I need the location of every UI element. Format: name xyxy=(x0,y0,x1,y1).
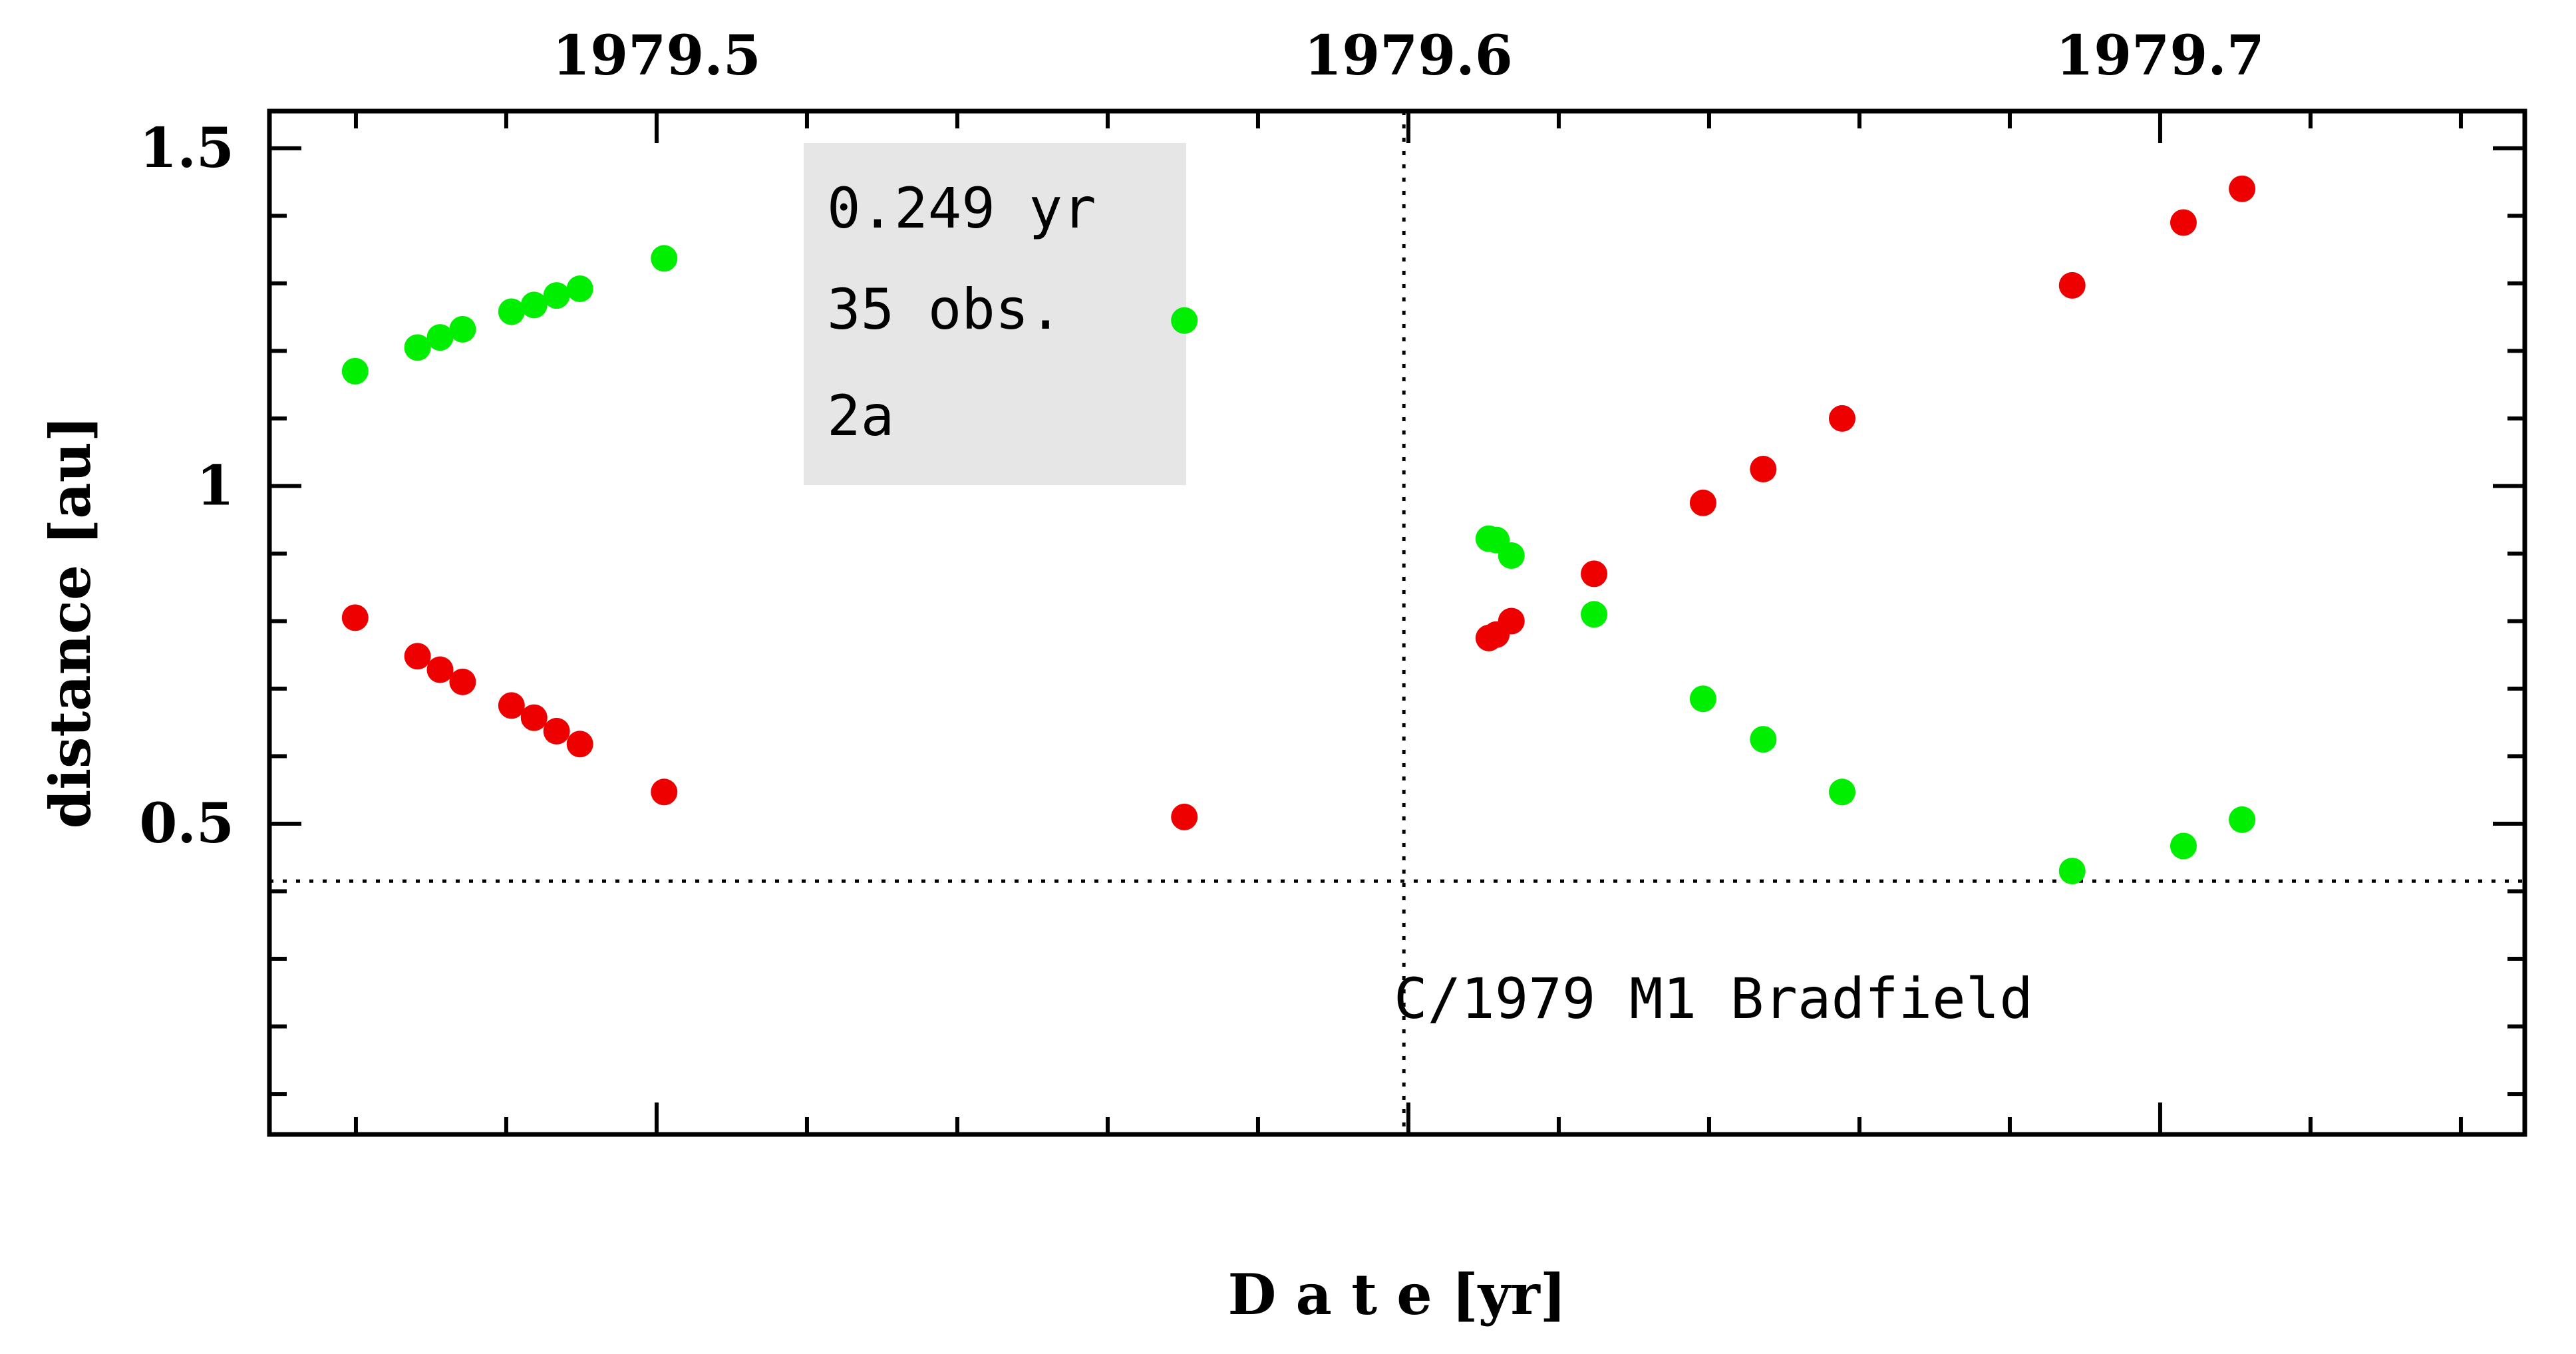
green-data-point xyxy=(2229,806,2256,833)
green-data-point xyxy=(1750,726,1777,753)
green-data-point xyxy=(404,334,431,361)
green-data-point xyxy=(341,357,369,385)
red-data-point xyxy=(2170,209,2197,236)
red-data-point xyxy=(2058,271,2086,299)
green-data-point xyxy=(1498,542,1525,569)
green-data-point xyxy=(1828,778,1855,806)
annotation-line-orbit-type: 2a xyxy=(827,383,894,448)
green-data-point xyxy=(498,298,525,325)
y-tick-label: 1.5 xyxy=(139,116,234,180)
red-data-point xyxy=(651,778,678,806)
red-data-point xyxy=(426,656,454,683)
green-data-point xyxy=(651,245,678,272)
x-axis-title: D a t e [yr] xyxy=(1227,1262,1566,1327)
red-data-point xyxy=(404,643,431,670)
red-data-point xyxy=(1689,489,1716,516)
red-data-point xyxy=(1581,560,1608,588)
green-data-point xyxy=(1171,307,1198,334)
green-data-point xyxy=(449,315,476,343)
red-data-point xyxy=(520,704,548,731)
green-data-point xyxy=(2058,858,2086,885)
axis-ticks xyxy=(269,111,2525,1134)
red-data-point xyxy=(341,604,369,631)
y-axis-title: distance [au] xyxy=(37,415,103,828)
green-data-point xyxy=(2170,832,2197,860)
x-tick-label: 1979.6 xyxy=(1304,24,1513,88)
green-data-point xyxy=(566,275,593,302)
red-data-point xyxy=(566,731,593,758)
annotation-box-background xyxy=(804,143,1186,485)
red-data-point xyxy=(1498,607,1525,635)
annotation-line-observations: 35 obs. xyxy=(827,277,1062,342)
object-label: C/1979 M1 Bradfield xyxy=(1394,966,2033,1031)
red-data-point xyxy=(2229,175,2256,202)
red-data-point xyxy=(543,717,570,745)
plot-frame xyxy=(267,108,2527,1137)
red-data-point xyxy=(1171,803,1198,830)
green-data-point xyxy=(520,291,548,319)
y-tick-label: 0.5 xyxy=(139,792,234,856)
red-data-point xyxy=(1828,405,1855,432)
red-data-point xyxy=(449,668,476,695)
red-data-point xyxy=(498,692,525,719)
green-data-point xyxy=(426,324,454,351)
green-data-point xyxy=(1581,601,1608,628)
reference-lines xyxy=(269,111,2525,1134)
data-points xyxy=(341,175,2256,885)
red-data-point xyxy=(1750,456,1777,483)
green-data-point xyxy=(543,282,570,309)
green-data-point xyxy=(1689,685,1716,713)
annotation-box: 0.249 yr 35 obs. 2a xyxy=(804,143,1186,485)
x-tick-label: 1979.7 xyxy=(2056,24,2265,88)
y-tick-label: 1 xyxy=(196,454,234,518)
x-tick-label: 1979.5 xyxy=(552,24,761,88)
annotation-line-arc-length: 0.249 yr xyxy=(827,176,1096,241)
tick-labels: 1979.5 1979.6 1979.7 0.5 1 1.5 xyxy=(139,24,2265,856)
